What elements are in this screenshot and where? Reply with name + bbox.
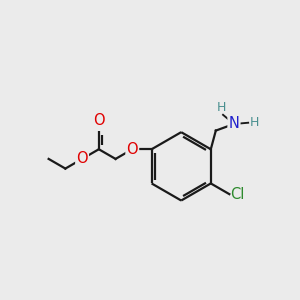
Text: N: N — [229, 116, 239, 131]
Text: Cl: Cl — [230, 187, 245, 202]
Text: H: H — [250, 116, 259, 129]
Text: O: O — [93, 113, 105, 128]
Text: H: H — [217, 100, 226, 114]
Text: O: O — [127, 142, 138, 157]
Text: O: O — [76, 152, 88, 166]
